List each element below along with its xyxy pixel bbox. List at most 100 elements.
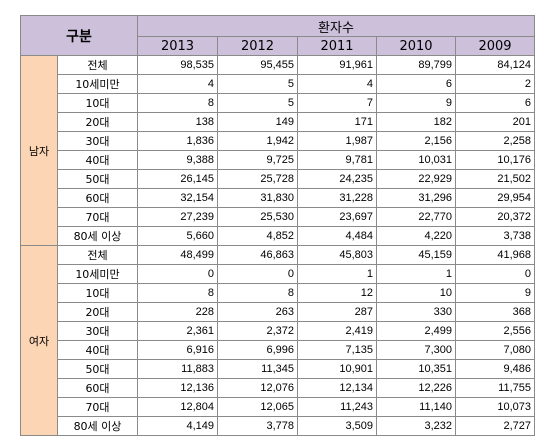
value-cell: 6,996	[217, 340, 298, 360]
category-cell: 전체	[57, 245, 138, 265]
year-header: 2010	[376, 36, 456, 56]
value-cell: 10,176	[455, 150, 535, 170]
value-cell: 12	[297, 283, 377, 303]
value-cell: 11,883	[137, 359, 218, 379]
value-cell: 24,235	[297, 169, 377, 189]
year-header: 2009	[455, 36, 535, 56]
value-cell: 4,852	[217, 226, 298, 246]
value-cell: 9,486	[455, 359, 535, 379]
value-cell: 2,258	[455, 131, 535, 151]
table-row: 70대 12,804 12,065 11,243 11,140 10,073	[21, 397, 535, 417]
year-header: 2013	[137, 36, 218, 56]
category-cell: 20대	[57, 302, 138, 322]
value-cell: 48,499	[137, 245, 218, 265]
value-cell: 8	[137, 283, 218, 303]
category-cell: 10대	[57, 93, 138, 113]
value-cell: 3,232	[376, 416, 456, 436]
value-cell: 21,502	[455, 169, 535, 189]
value-cell: 10,901	[297, 359, 377, 379]
table-row: 50대 26,145 25,728 24,235 22,929 21,502	[21, 169, 535, 189]
table-row: 60대 12,136 12,076 12,134 12,226 11,755	[21, 378, 535, 398]
value-cell: 201	[455, 112, 535, 132]
value-cell: 12,136	[137, 378, 218, 398]
patient-count-table: 구분 환자수 2013 2012 2011 2010 2009 남자 전체 98,5…	[20, 15, 535, 436]
value-cell: 6	[455, 93, 535, 113]
table-row: 10세미만 4 5 4 6 2	[21, 74, 535, 94]
value-cell: 7	[297, 93, 377, 113]
value-cell: 26,145	[137, 169, 218, 189]
value-cell: 29,954	[455, 188, 535, 208]
value-cell: 12,134	[297, 378, 377, 398]
value-cell: 9	[455, 283, 535, 303]
value-cell: 5	[217, 93, 298, 113]
category-cell: 50대	[57, 169, 138, 189]
value-cell: 6,916	[137, 340, 218, 360]
value-cell: 98,535	[137, 55, 218, 75]
table-row: 10세미만 0 0 1 1 0	[21, 264, 535, 284]
category-cell: 40대	[57, 150, 138, 170]
value-cell: 25,530	[217, 207, 298, 227]
value-cell: 8	[137, 93, 218, 113]
table-row: 40대 6,916 6,996 7,135 7,300 7,080	[21, 340, 535, 360]
value-cell: 11,755	[455, 378, 535, 398]
value-cell: 2,372	[217, 321, 298, 341]
category-cell: 50대	[57, 359, 138, 379]
value-cell: 11,140	[376, 397, 456, 417]
value-cell: 368	[455, 302, 535, 322]
value-cell: 4	[297, 74, 377, 94]
value-cell: 1,942	[217, 131, 298, 151]
value-cell: 45,803	[297, 245, 377, 265]
year-header: 2012	[217, 36, 298, 56]
table-row: 40대 9,388 9,725 9,781 10,031 10,176	[21, 150, 535, 170]
value-cell: 10,351	[376, 359, 456, 379]
table-row: 30대 1,836 1,942 1,987 2,156 2,258	[21, 131, 535, 151]
table-row: 80세 이상 5,660 4,852 4,484 4,220 3,738	[21, 226, 535, 246]
value-cell: 1	[376, 264, 456, 284]
category-cell: 60대	[57, 378, 138, 398]
value-cell: 23,697	[297, 207, 377, 227]
value-cell: 4,220	[376, 226, 456, 246]
value-cell: 9	[376, 93, 456, 113]
category-cell: 80세 이상	[57, 226, 138, 246]
value-cell: 11,243	[297, 397, 377, 417]
value-cell: 84,124	[455, 55, 535, 75]
value-cell: 9,781	[297, 150, 377, 170]
table-row: 20대 228 263 287 330 368	[21, 302, 535, 322]
category-cell: 30대	[57, 131, 138, 151]
year-header: 2011	[297, 36, 377, 56]
value-cell: 31,296	[376, 188, 456, 208]
value-cell: 31,830	[217, 188, 298, 208]
value-cell: 32,154	[137, 188, 218, 208]
value-cell: 138	[137, 112, 218, 132]
category-cell: 10세미만	[57, 264, 138, 284]
category-cell: 30대	[57, 321, 138, 341]
value-cell: 182	[376, 112, 456, 132]
value-cell: 11,345	[217, 359, 298, 379]
value-cell: 31,228	[297, 188, 377, 208]
value-cell: 1,836	[137, 131, 218, 151]
value-cell: 9,725	[217, 150, 298, 170]
value-cell: 287	[297, 302, 377, 322]
value-cell: 228	[137, 302, 218, 322]
value-cell: 12,076	[217, 378, 298, 398]
table-row: 60대 32,154 31,830 31,228 31,296 29,954	[21, 188, 535, 208]
value-cell: 2,556	[455, 321, 535, 341]
value-cell: 171	[297, 112, 377, 132]
value-cell: 2,499	[376, 321, 456, 341]
value-cell: 0	[137, 264, 218, 284]
category-cell: 70대	[57, 207, 138, 227]
gubun-header: 구분	[20, 15, 138, 56]
value-cell: 91,961	[297, 55, 377, 75]
category-cell: 70대	[57, 397, 138, 417]
value-cell: 7,080	[455, 340, 535, 360]
table-row: 50대 11,883 11,345 10,901 10,351 9,486	[21, 359, 535, 379]
value-cell: 263	[217, 302, 298, 322]
table-body: 남자 전체 98,535 95,455 91,961 89,799 84,124 10세미만 4…	[20, 55, 535, 436]
value-cell: 7,300	[376, 340, 456, 360]
value-cell: 12,804	[137, 397, 218, 417]
value-cell: 2,156	[376, 131, 456, 151]
value-cell: 20,372	[455, 207, 535, 227]
value-cell: 0	[217, 264, 298, 284]
value-cell: 0	[455, 264, 535, 284]
table-container: 구분 환자수 2013 2012 2011 2010 2009 남자 전체 98,5…	[20, 15, 535, 436]
